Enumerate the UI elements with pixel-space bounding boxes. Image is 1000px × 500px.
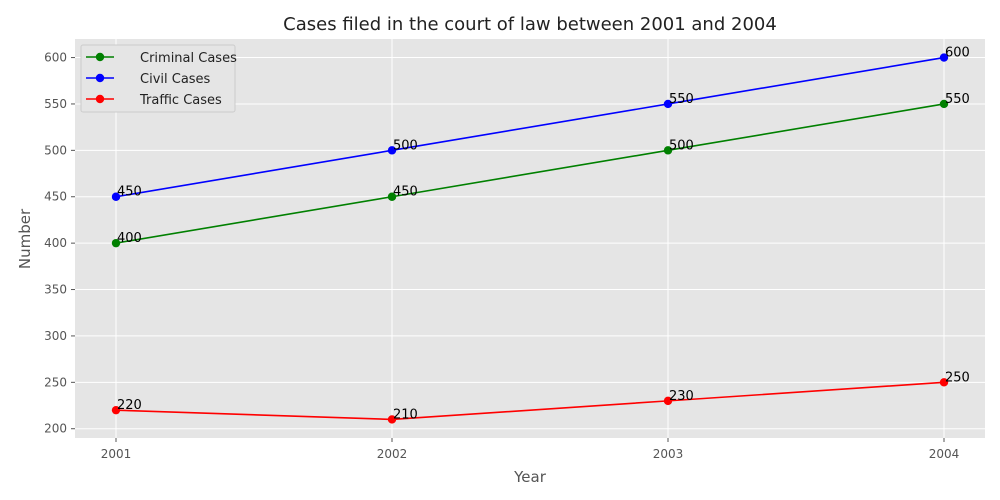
civil-cases-point (111, 192, 121, 201)
criminal-cases-data-label: 550 (945, 92, 970, 107)
traffic-cases-legend-label: Traffic Cases (139, 93, 222, 108)
civil-cases-legend-marker (95, 73, 105, 83)
x-axis-ticks: 2001 2002 2003 2004 (101, 438, 960, 461)
series-layer (111, 53, 949, 424)
x-tick-label: 2003 (653, 447, 684, 461)
x-tick-label: 2001 (101, 447, 132, 461)
y-tick-label: 300 (44, 329, 67, 343)
criminal-cases-point (663, 146, 673, 155)
y-tick-label: 200 (44, 422, 67, 436)
civil-cases-data-label: 600 (945, 46, 970, 61)
criminal-cases-point (939, 99, 949, 109)
criminal-cases-point (111, 238, 121, 248)
chart-title: Cases filed in the court of law between … (283, 14, 777, 35)
civil-cases-data-label: 500 (393, 138, 418, 153)
civil-cases-line (115, 56, 945, 198)
traffic-cases-point (111, 405, 121, 415)
y-tick-label: 450 (44, 190, 67, 204)
y-tick-label: 400 (44, 236, 67, 250)
traffic-cases-point (387, 415, 397, 424)
legend-box (80, 44, 236, 113)
civil-cases-data-label: 550 (669, 92, 694, 107)
traffic-cases-data-label: 250 (945, 370, 970, 385)
data-labels: 400 450 500 550 450 500 550 600 220 210 230 250 (117, 46, 970, 423)
civil-cases-legend-label: Civil Cases (140, 72, 211, 87)
traffic-cases-data-label: 220 (117, 398, 142, 413)
traffic-cases-point (663, 396, 673, 406)
legend: Criminal Cases Civil Cases Traffic Cases (80, 44, 237, 113)
traffic-cases-point (939, 378, 949, 387)
civil-cases-point (663, 99, 673, 109)
traffic-cases-line (115, 381, 945, 421)
y-tick-label: 550 (44, 97, 67, 111)
x-tick-label: 2002 (377, 447, 408, 461)
civil-cases-point (939, 53, 949, 62)
y-tick-label: 250 (44, 375, 67, 389)
x-axis-label: Year (513, 468, 547, 486)
criminal-cases-data-label: 500 (669, 138, 694, 153)
y-axis-ticks: 200 250 300 350 400 450 500 550 600 (44, 51, 75, 436)
traffic-cases-data-label: 230 (669, 389, 694, 404)
y-tick-label: 600 (44, 51, 67, 65)
civil-cases-point (387, 146, 397, 155)
criminal-cases-data-label: 450 (393, 185, 418, 200)
y-tick-label: 350 (44, 283, 67, 297)
civil-cases-data-label: 450 (117, 185, 142, 200)
x-tick-label: 2004 (929, 447, 960, 461)
criminal-cases-legend-marker (95, 52, 105, 62)
traffic-cases-legend-marker (95, 94, 105, 104)
traffic-cases-data-label: 210 (393, 407, 418, 422)
criminal-cases-data-label: 400 (117, 231, 142, 246)
y-tick-label: 500 (44, 143, 67, 157)
criminal-cases-point (387, 192, 397, 201)
criminal-cases-legend-label: Criminal Cases (140, 51, 237, 66)
y-axis-label: Number (16, 208, 34, 269)
criminal-cases-line (115, 103, 945, 244)
